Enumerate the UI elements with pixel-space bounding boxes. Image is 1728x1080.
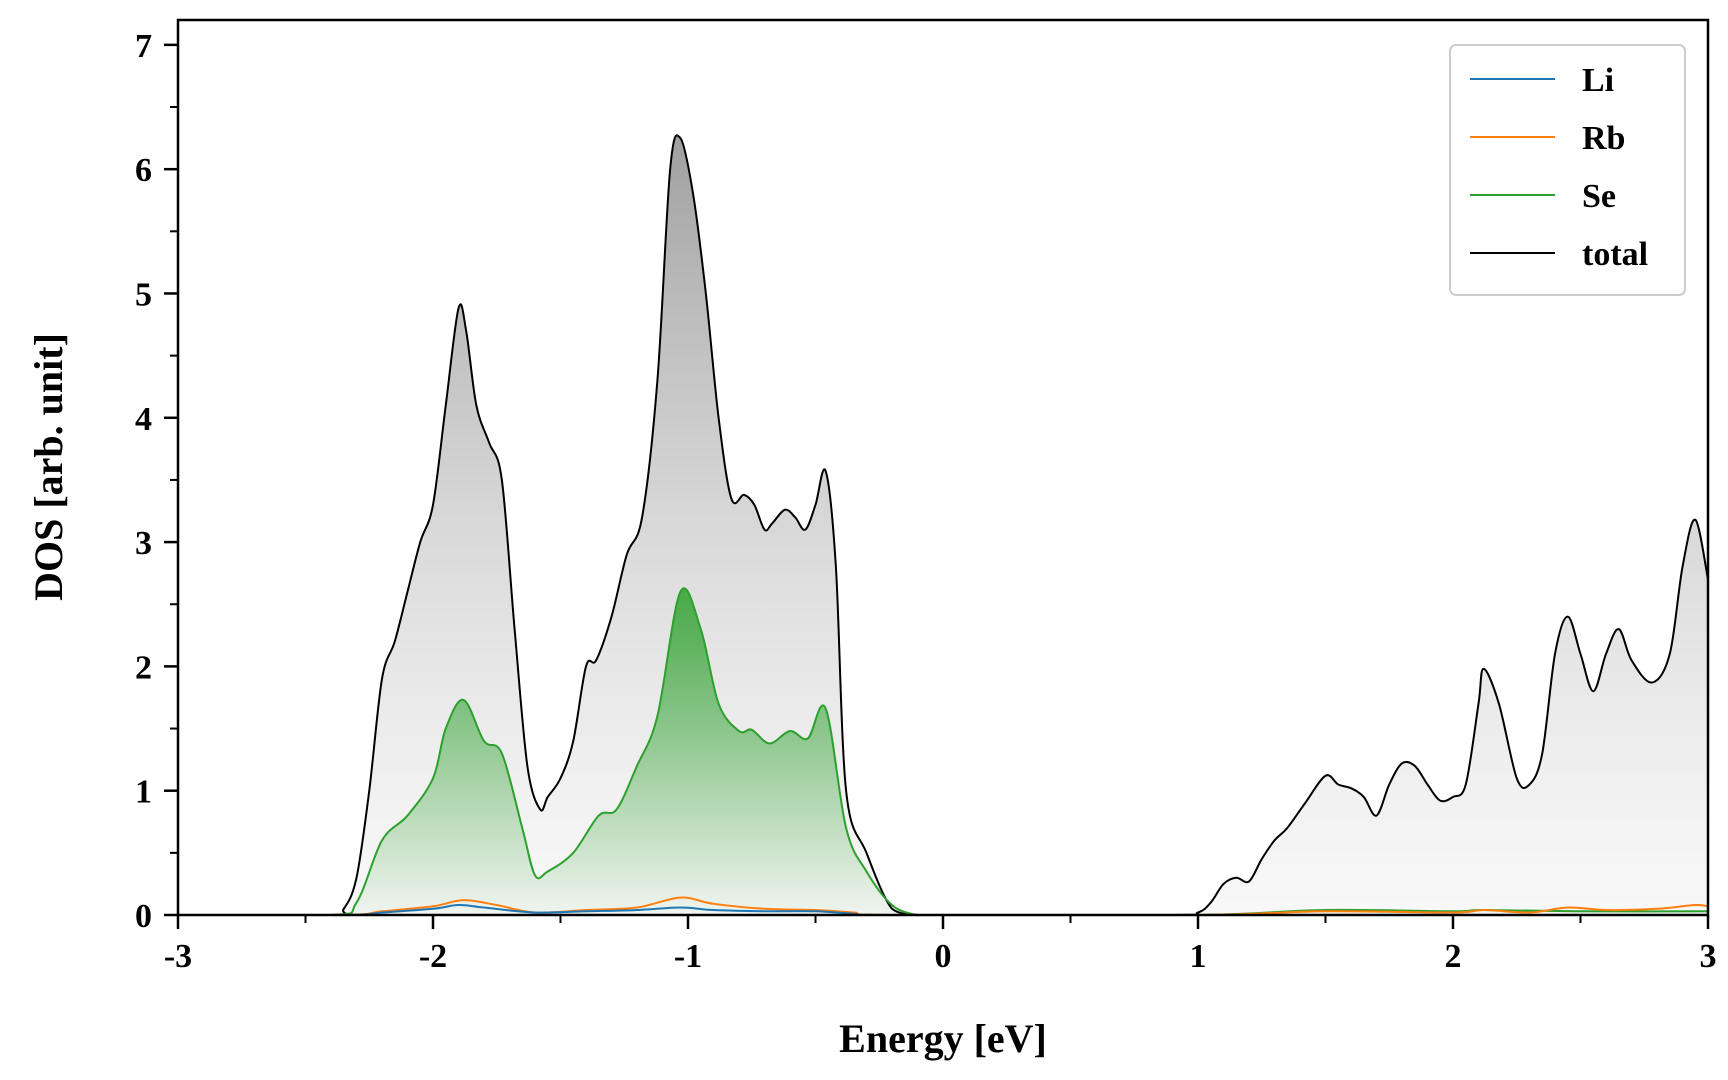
y-tick-label: 0	[135, 898, 152, 935]
y-tick-label: 7	[135, 28, 152, 65]
x-tick-label: -2	[419, 938, 447, 975]
x-tick-label: 2	[1445, 938, 1462, 975]
series-lines	[178, 134, 1708, 915]
series-line-se	[178, 587, 1708, 915]
series-line-li	[178, 904, 1708, 915]
legend-box	[1449, 44, 1686, 296]
series-line-total	[178, 134, 1708, 915]
legend-label-se: Se	[1582, 178, 1616, 215]
y-tick-label: 2	[135, 649, 152, 686]
x-tick-label: 0	[935, 938, 952, 975]
y-axis-title: DOS [arb. unit]	[26, 333, 71, 601]
x-tick-label: -1	[674, 938, 702, 975]
legend-label-rb: Rb	[1582, 120, 1625, 157]
series-line-rb	[178, 896, 1708, 915]
y-tick-label: 4	[135, 401, 152, 438]
legend: Li Rb Se total	[1449, 44, 1686, 296]
series-fill-total	[178, 135, 1708, 915]
legend-label-total: total	[1582, 236, 1648, 273]
x-tick-label: 1	[1190, 938, 1207, 975]
y-tick-label: 1	[135, 774, 152, 811]
series-fill-se	[178, 588, 1708, 915]
series-fills	[178, 135, 1708, 915]
legend-label-li: Li	[1582, 62, 1614, 99]
x-tick-label: -3	[164, 938, 192, 975]
y-axis: 0 1 2 3 4 5 6 7	[135, 28, 178, 935]
y-tick-label: 5	[135, 276, 152, 313]
x-axis-title: Energy [eV]	[839, 1016, 1047, 1061]
y-tick-label: 6	[135, 152, 152, 189]
x-axis: -3 -2 -1 0 1 2 3	[164, 915, 1717, 975]
x-tick-label: 3	[1700, 938, 1717, 975]
y-tick-label: 3	[135, 525, 152, 562]
